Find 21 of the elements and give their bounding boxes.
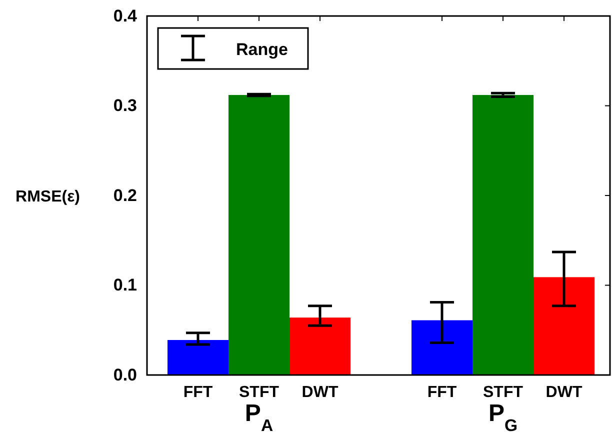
x-tick-label: DWT bbox=[546, 384, 582, 401]
x-tick-label: STFT bbox=[483, 384, 524, 401]
y-tick-label: 0.1 bbox=[113, 276, 137, 295]
y-axis-title: RMSE(ε) bbox=[16, 188, 80, 206]
annotation: Range bbox=[236, 40, 288, 59]
bar bbox=[534, 277, 594, 375]
y-tick-label: 0.4 bbox=[113, 6, 138, 26]
x-tick-label: DWT bbox=[302, 384, 338, 401]
y-tick-label: 0.3 bbox=[113, 96, 137, 116]
x-tick-label: FFT bbox=[183, 384, 213, 401]
x-tick-label: STFT bbox=[239, 384, 280, 401]
y-tick-label: 0.2 bbox=[113, 186, 137, 205]
text: P$_{G}$ bbox=[488, 400, 518, 434]
y-tick-label: 0.0 bbox=[113, 365, 137, 384]
bar bbox=[412, 320, 472, 375]
x-tick-label: FFT bbox=[427, 384, 457, 401]
bar bbox=[228, 94, 290, 375]
bar bbox=[290, 318, 350, 375]
bar bbox=[472, 94, 534, 375]
text: P$_{A}$ bbox=[244, 400, 274, 434]
bar bbox=[168, 340, 228, 375]
